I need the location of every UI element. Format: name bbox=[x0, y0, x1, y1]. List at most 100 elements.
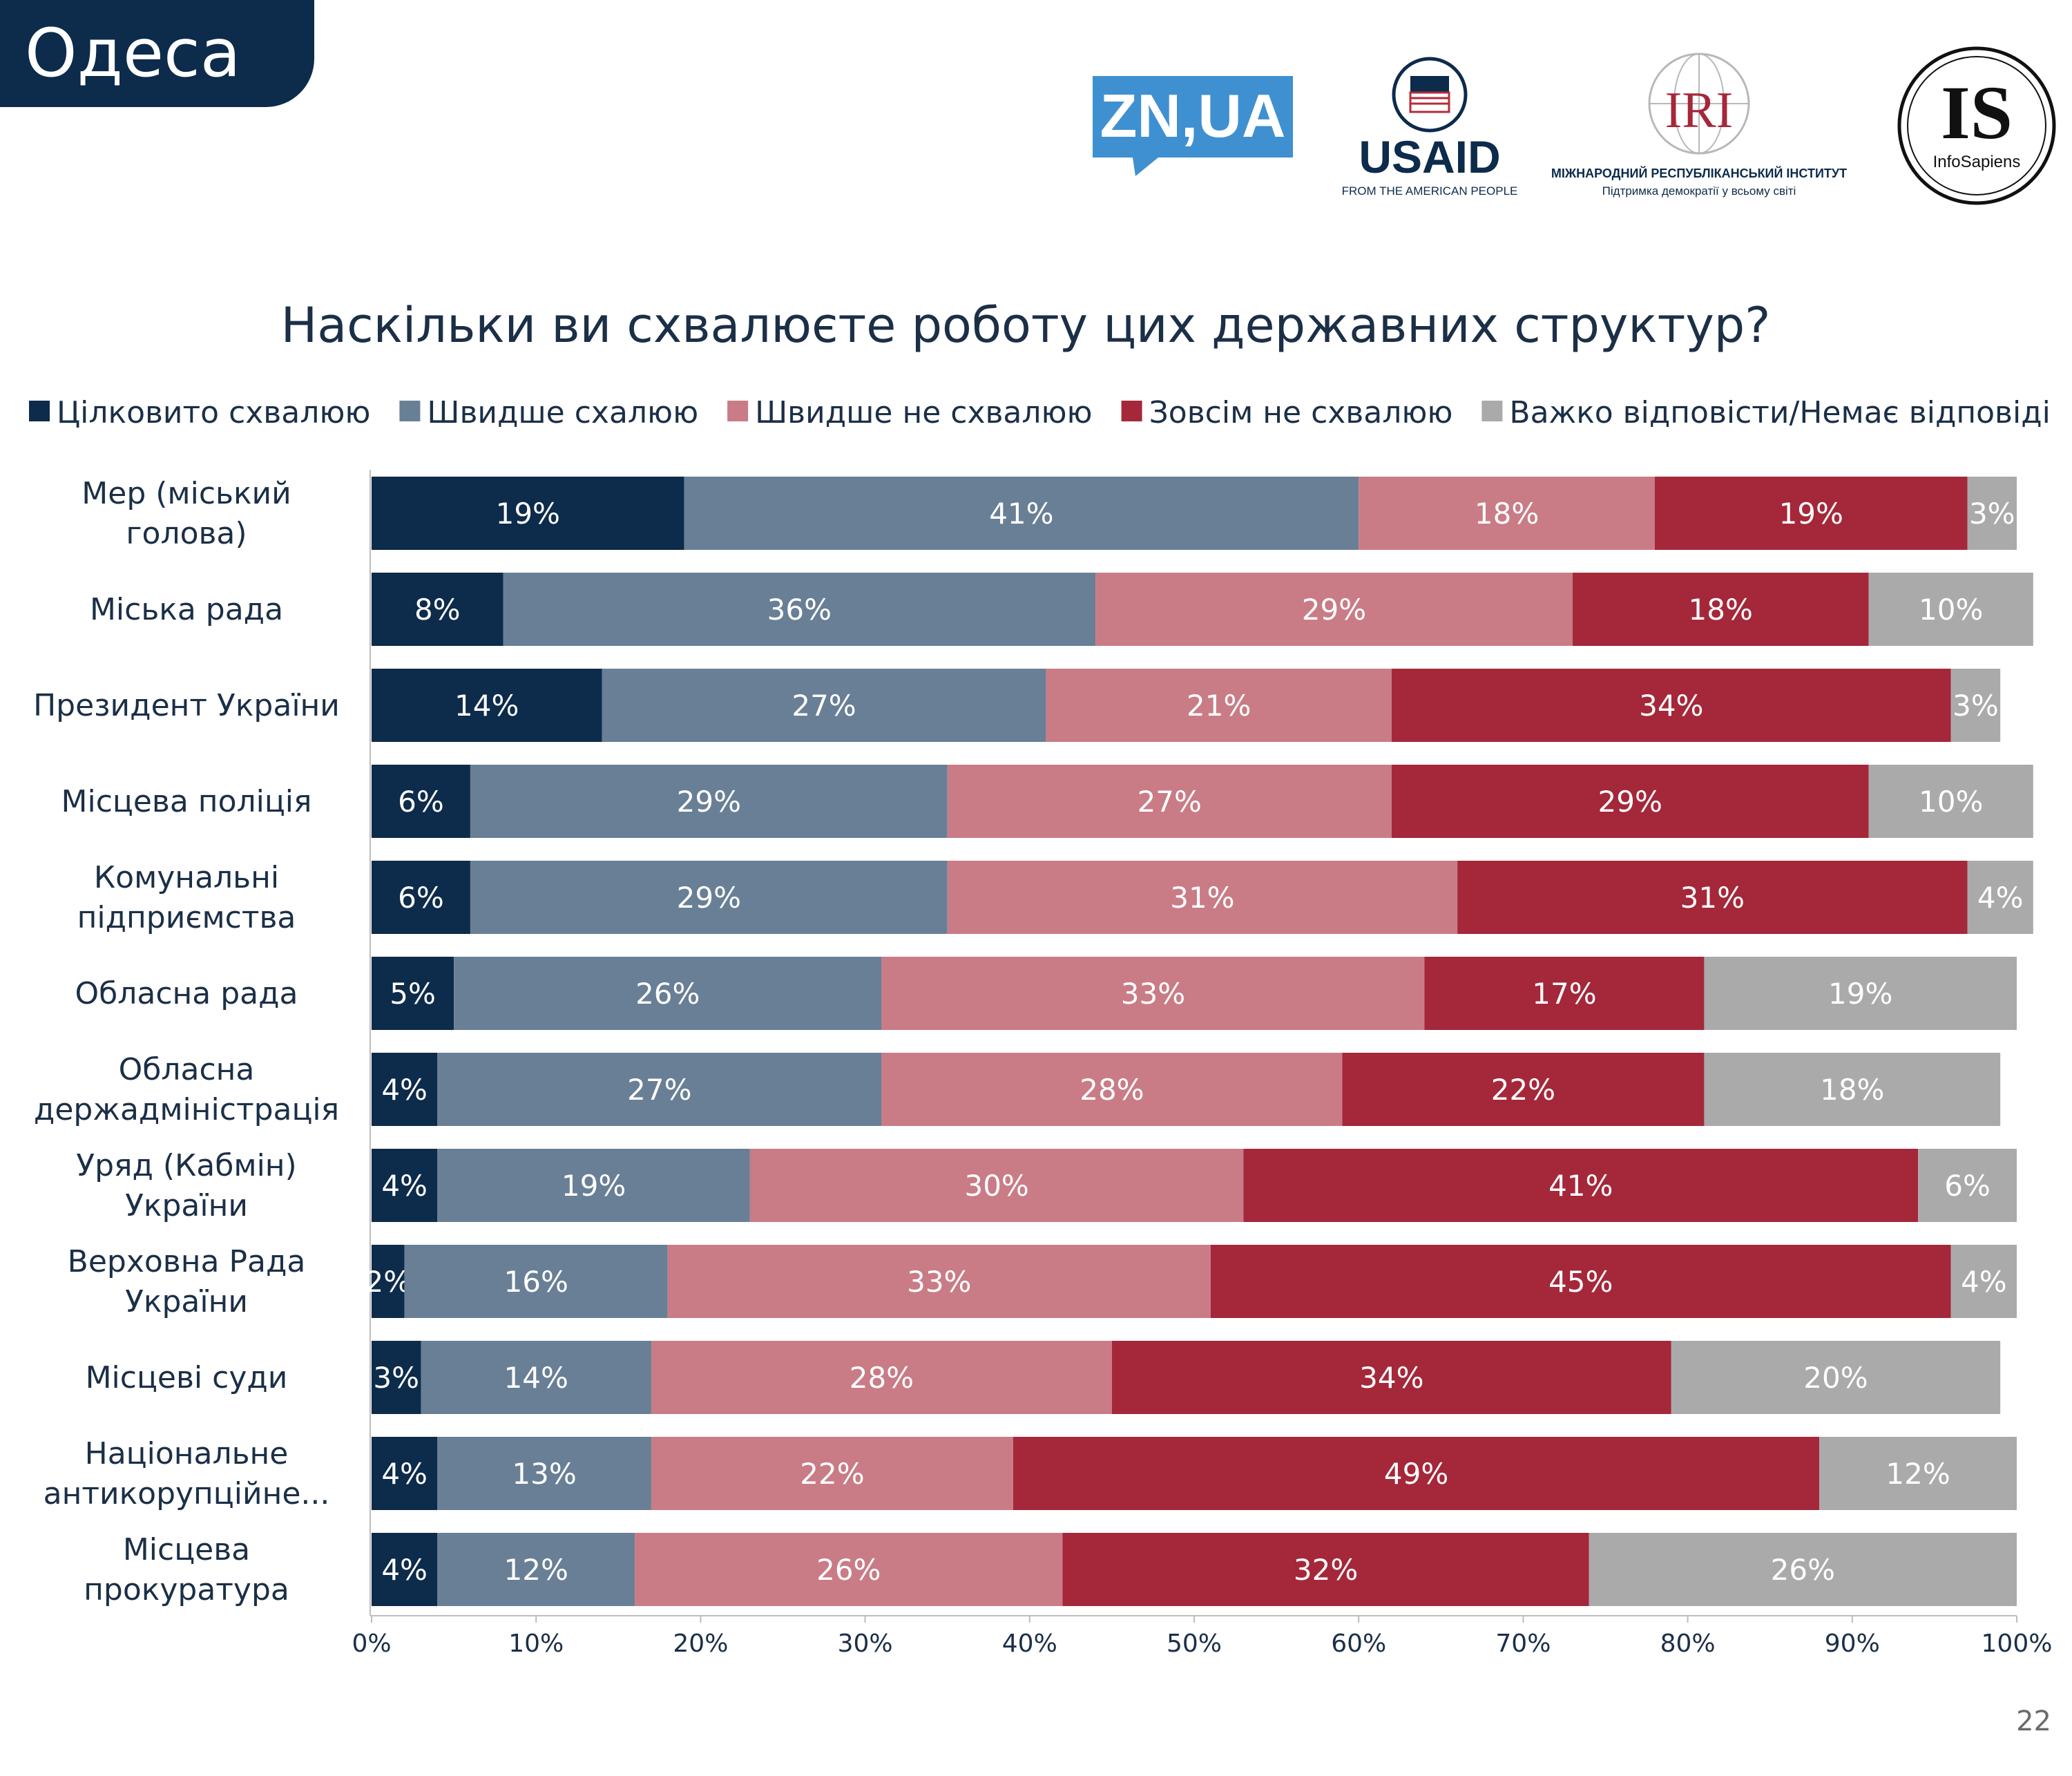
bar-value-label: 49% bbox=[1384, 1457, 1448, 1491]
x-tick-label: 20% bbox=[673, 1630, 728, 1658]
bar-value-label: 26% bbox=[816, 1553, 881, 1587]
infosapiens-name: InfoSapiens bbox=[1933, 153, 2021, 171]
bar-value-label: 19% bbox=[496, 497, 560, 531]
bar-segment bbox=[1210, 1245, 1951, 1318]
category-label: Комунальні підприємства bbox=[77, 860, 296, 935]
bar-segment bbox=[1111, 1341, 1671, 1414]
bar-segment bbox=[1391, 669, 1951, 742]
legend-label-5: Важко відповісти/Немає відповіді bbox=[1509, 395, 2050, 430]
category-label: Президент України bbox=[33, 688, 340, 723]
region-tab: Одеса bbox=[0, 0, 314, 107]
bar-segment bbox=[1671, 1341, 2001, 1414]
category-label: Національне антикорупційне... bbox=[44, 1436, 330, 1511]
bar-value-label: 30% bbox=[964, 1169, 1028, 1203]
bar-value-label: 20% bbox=[1803, 1361, 1868, 1395]
bar-segment bbox=[1457, 861, 1968, 934]
category-label: Обласна держадміністрація bbox=[34, 1052, 339, 1127]
bar-segment bbox=[1243, 1149, 1919, 1222]
bar-value-label: 22% bbox=[800, 1457, 864, 1491]
bar-segment bbox=[437, 1053, 882, 1126]
bar-segment bbox=[684, 477, 1359, 550]
bar-value-label: 13% bbox=[512, 1457, 576, 1491]
bar-value-label: 22% bbox=[1491, 1073, 1555, 1107]
bar-segment bbox=[470, 765, 948, 838]
bar-value-label: 14% bbox=[454, 689, 519, 723]
bar-value-label: 8% bbox=[414, 593, 461, 627]
bar-segment bbox=[1950, 669, 2001, 742]
bar-segment bbox=[881, 957, 1425, 1030]
bar-value-label: 31% bbox=[1680, 881, 1745, 915]
iri-logo: IRI МІЖНАРОДНИЙ РЕСПУБЛІКАНСЬКИЙ ІНСТИТУ… bbox=[1551, 52, 1847, 198]
legend-label-2: Швидше схалюю bbox=[427, 395, 698, 430]
bar-value-label: 28% bbox=[850, 1361, 914, 1395]
bar-value-label: 4% bbox=[381, 1073, 428, 1107]
bar-value-label: 4% bbox=[1977, 881, 2024, 915]
bar-segment bbox=[1868, 573, 2033, 646]
chart-bars: 19% 41% 18% 19% 3% 8% 36% 29% 18% 10% 14% 27% 21% 34%… bbox=[365, 477, 2033, 1606]
bar-value-label: 5% bbox=[390, 977, 436, 1011]
usaid-logo-text: USAID bbox=[1359, 131, 1500, 182]
bar-segment bbox=[437, 1437, 651, 1510]
bar-segment bbox=[470, 861, 948, 934]
bar-segment bbox=[947, 861, 1458, 934]
bar-value-label: 36% bbox=[767, 593, 832, 627]
category-label: Обласна рада bbox=[75, 976, 298, 1011]
bar-segment bbox=[1424, 957, 1705, 1030]
bar-value-label: 10% bbox=[1919, 785, 1983, 819]
bar-segment bbox=[1654, 477, 1968, 550]
bar-value-label: 32% bbox=[1294, 1553, 1358, 1587]
bar-segment bbox=[372, 1149, 438, 1222]
bar-segment bbox=[1704, 1053, 2001, 1126]
bar-value-label: 26% bbox=[635, 977, 700, 1011]
bar-value-label: 12% bbox=[504, 1553, 568, 1587]
bar-value-label: 41% bbox=[1548, 1169, 1613, 1203]
bar-value-label: 19% bbox=[1828, 977, 1892, 1011]
x-tick-label: 70% bbox=[1495, 1630, 1551, 1658]
bar-value-label: 21% bbox=[1187, 689, 1251, 723]
bar-segment bbox=[667, 1245, 1211, 1318]
bar-value-label: 18% bbox=[1475, 497, 1539, 531]
bar-segment bbox=[404, 1245, 668, 1318]
bar-value-label: 4% bbox=[381, 1169, 428, 1203]
bar-value-label: 34% bbox=[1639, 689, 1703, 723]
bar-segment bbox=[947, 765, 1392, 838]
legend-label-4: Зовсім не схвалюю bbox=[1149, 395, 1453, 430]
bar-segment bbox=[1819, 1437, 2017, 1510]
bar-value-label: 31% bbox=[1170, 881, 1234, 915]
bar-segment bbox=[749, 1149, 1244, 1222]
bar-value-label: 3% bbox=[373, 1361, 419, 1395]
bar-segment bbox=[1967, 477, 2017, 550]
bar-segment bbox=[1062, 1533, 1589, 1606]
bar-segment bbox=[1967, 861, 2033, 934]
bar-value-label: 3% bbox=[1953, 689, 1999, 723]
bar-segment bbox=[1046, 669, 1392, 742]
chart-axis: 0% 10% 20% 30% 40% 50% 60% 70% 80% 90% 100% bbox=[352, 470, 2052, 1658]
bar-value-label: 26% bbox=[1771, 1553, 1835, 1587]
bar-segment bbox=[421, 1341, 651, 1414]
iri-name: МІЖНАРОДНИЙ РЕСПУБЛІКАНСЬКИЙ ІНСТИТУТ bbox=[1551, 166, 1847, 180]
legend-swatch-5 bbox=[1481, 401, 1503, 421]
bar-value-label: 33% bbox=[907, 1265, 971, 1299]
bar-segment bbox=[1868, 765, 2033, 838]
legend-swatch-3 bbox=[727, 401, 749, 421]
category-label: Місцеві суди bbox=[86, 1360, 288, 1395]
category-label: Мер (міський голова) bbox=[81, 476, 291, 551]
chart-legend: Цілковито схвалюю Швидше схалюю Швидше не … bbox=[29, 395, 2051, 430]
legend-swatch-4 bbox=[1121, 401, 1142, 421]
x-tick-label: 80% bbox=[1660, 1630, 1716, 1658]
bar-value-label: 27% bbox=[627, 1073, 691, 1107]
bar-segment bbox=[454, 957, 882, 1030]
bar-value-label: 18% bbox=[1820, 1073, 1884, 1107]
chart-title: Наскільки ви схвалюєте роботу цих держав… bbox=[281, 297, 1771, 354]
bar-segment bbox=[602, 669, 1046, 742]
bar-segment bbox=[372, 765, 470, 838]
bar-segment bbox=[372, 573, 503, 646]
category-label: Міська рада bbox=[90, 592, 283, 627]
bar-segment bbox=[1950, 1245, 2017, 1318]
bar-value-label: 33% bbox=[1121, 977, 1185, 1011]
bar-value-label: 16% bbox=[504, 1265, 568, 1299]
legend-label-3: Швидше не схвалюю bbox=[755, 395, 1092, 430]
bar-value-label: 2% bbox=[365, 1265, 411, 1299]
bar-segment bbox=[635, 1533, 1063, 1606]
